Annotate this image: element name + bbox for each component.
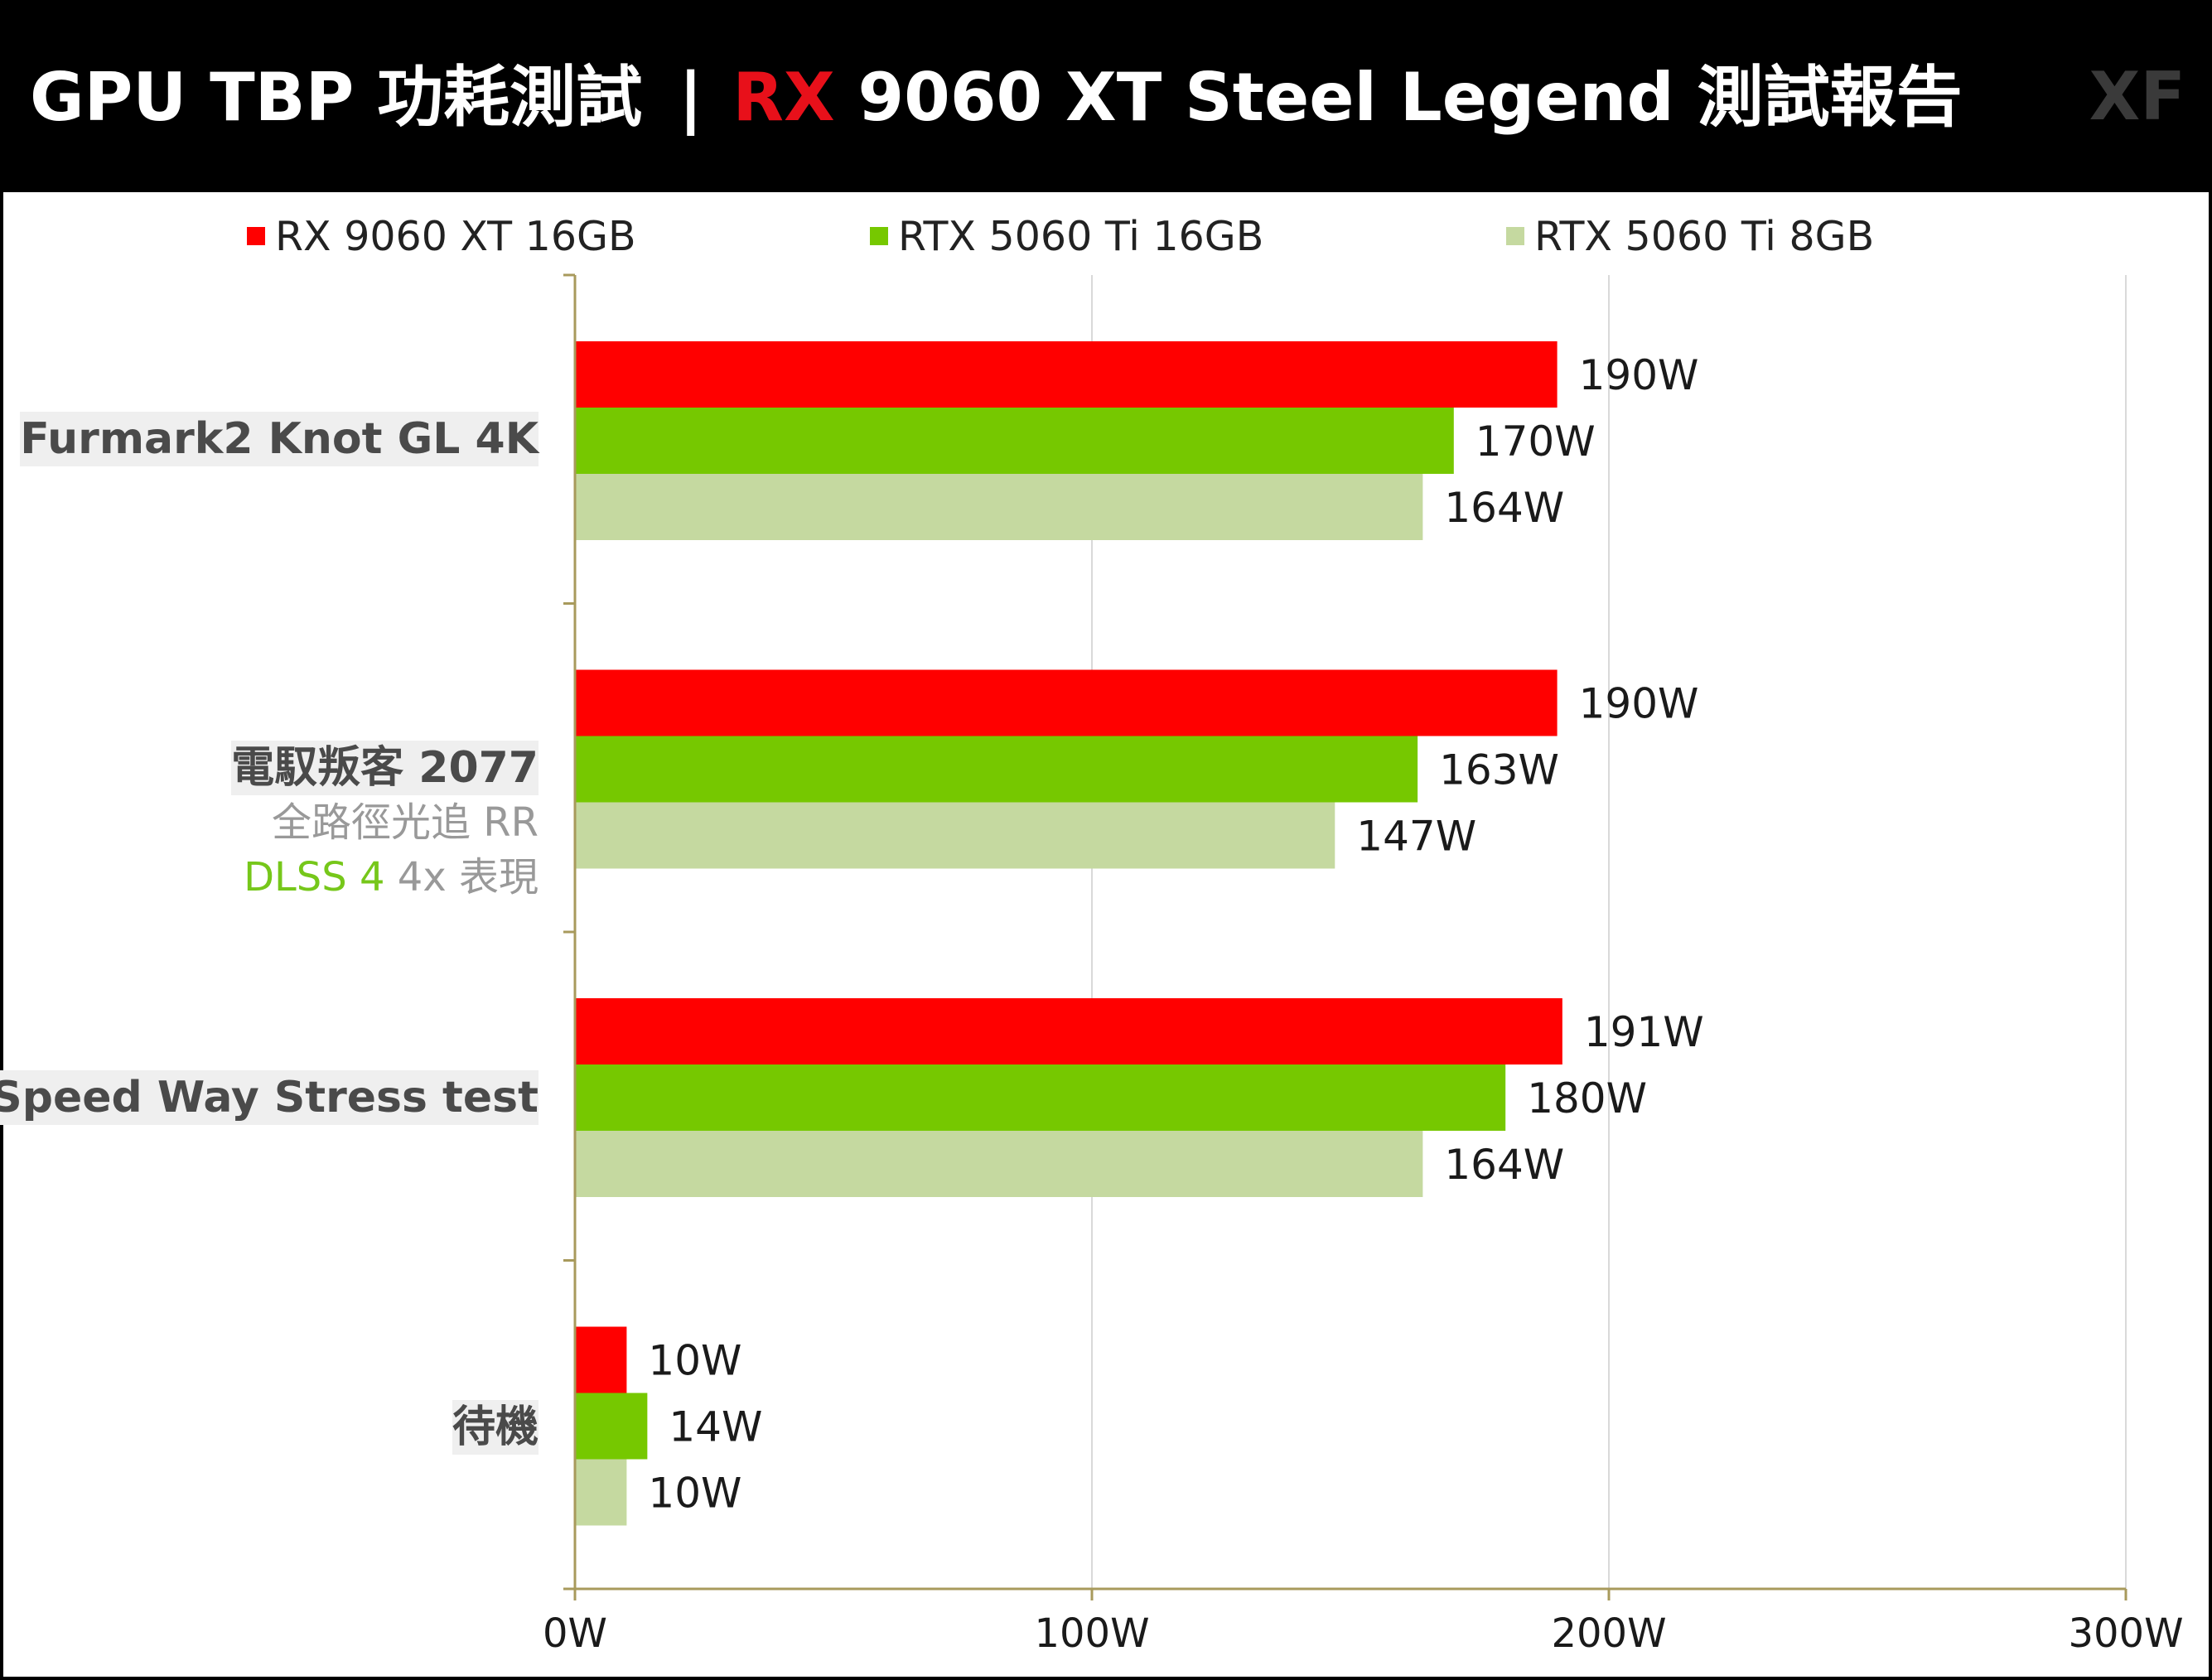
bar xyxy=(575,1459,627,1526)
category-sub-label: 全路徑光追 RR xyxy=(272,799,539,846)
bar-value-label: 147W xyxy=(1356,813,1476,861)
bar xyxy=(575,736,1418,803)
legend-swatch-red xyxy=(247,227,265,245)
x-tick-label: 200W xyxy=(1551,1610,1666,1657)
category-label-idle: 待機 xyxy=(452,1400,539,1455)
bar xyxy=(575,802,1335,869)
dlss-label: DLSS 4 xyxy=(244,854,385,900)
watermark-logo: XF xyxy=(2089,58,2185,135)
legend-item-rtx5060ti16: RTX 5060 Ti 16GB xyxy=(870,207,1263,265)
legend-label: RTX 5060 Ti 8GB xyxy=(1534,212,1875,260)
bar xyxy=(575,998,1562,1064)
header-bar: GPU TBP 功耗測試 | RX 9060 XT Steel Legend 測試報… xyxy=(0,0,2212,192)
x-tick-label: 300W xyxy=(2068,1610,2183,1657)
category-sub-label-2: DLSS 4 4x 表現 xyxy=(231,850,539,905)
category-label-furmark: Furmark2 Knot GL 4K xyxy=(20,412,539,466)
bar xyxy=(575,341,1558,408)
bar xyxy=(575,474,1423,540)
x-tick-label: 100W xyxy=(1034,1610,1149,1657)
bar-value-label: 164W xyxy=(1444,484,1564,532)
category-label-cyberpunk: 電馭叛客 2077 全路徑光追 RR DLSS 4 4x 表現 xyxy=(231,741,539,905)
bar xyxy=(575,669,1558,736)
category-main-label: 待機 xyxy=(452,1400,539,1455)
legend-swatch-green xyxy=(870,227,888,245)
title-separator: | xyxy=(679,59,703,136)
bar-value-label: 180W xyxy=(1527,1074,1647,1122)
bar-value-label: 190W xyxy=(1579,680,1699,728)
bar xyxy=(575,1326,627,1393)
bar-value-label: 164W xyxy=(1444,1141,1564,1189)
legend-label: RX 9060 XT 16GB xyxy=(275,212,636,260)
category-label-speedway: Speed Way Stress test xyxy=(0,1070,539,1125)
bar-value-label: 190W xyxy=(1579,351,1699,399)
title-rest: 9060 XT Steel Legend 測試報告 xyxy=(857,59,1963,136)
category-main-label: Speed Way Stress test xyxy=(0,1070,539,1125)
bar-value-label: 170W xyxy=(1475,418,1596,466)
legend-label: RTX 5060 Ti 16GB xyxy=(898,212,1264,260)
bar xyxy=(575,408,1454,474)
title-accent: RX xyxy=(732,59,835,136)
bar xyxy=(575,1064,1506,1131)
bar-value-label: 191W xyxy=(1584,1008,1704,1056)
bar-value-label: 163W xyxy=(1439,746,1559,794)
bar xyxy=(575,1393,648,1460)
bar-value-label: 10W xyxy=(648,1337,741,1385)
legend-swatch-light-green xyxy=(1506,227,1524,245)
x-tick-label: 0W xyxy=(543,1610,607,1657)
bar xyxy=(575,1131,1423,1197)
chart-title: GPU TBP 功耗測試 | RX 9060 XT Steel Legend 測試報… xyxy=(30,48,1963,147)
bar-value-label: 10W xyxy=(648,1470,741,1518)
category-main-label: Furmark2 Knot GL 4K xyxy=(20,412,539,466)
legend-item-rx9060xt: RX 9060 XT 16GB xyxy=(247,207,636,265)
bar-value-label: 14W xyxy=(669,1403,762,1451)
category-main-label: 電馭叛客 2077 xyxy=(231,741,539,795)
legend-item-rtx5060ti8: RTX 5060 Ti 8GB xyxy=(1506,207,1874,265)
dlss-mode-label: 4x 表現 xyxy=(384,854,539,900)
title-prefix: GPU TBP 功耗測試 xyxy=(30,59,643,136)
